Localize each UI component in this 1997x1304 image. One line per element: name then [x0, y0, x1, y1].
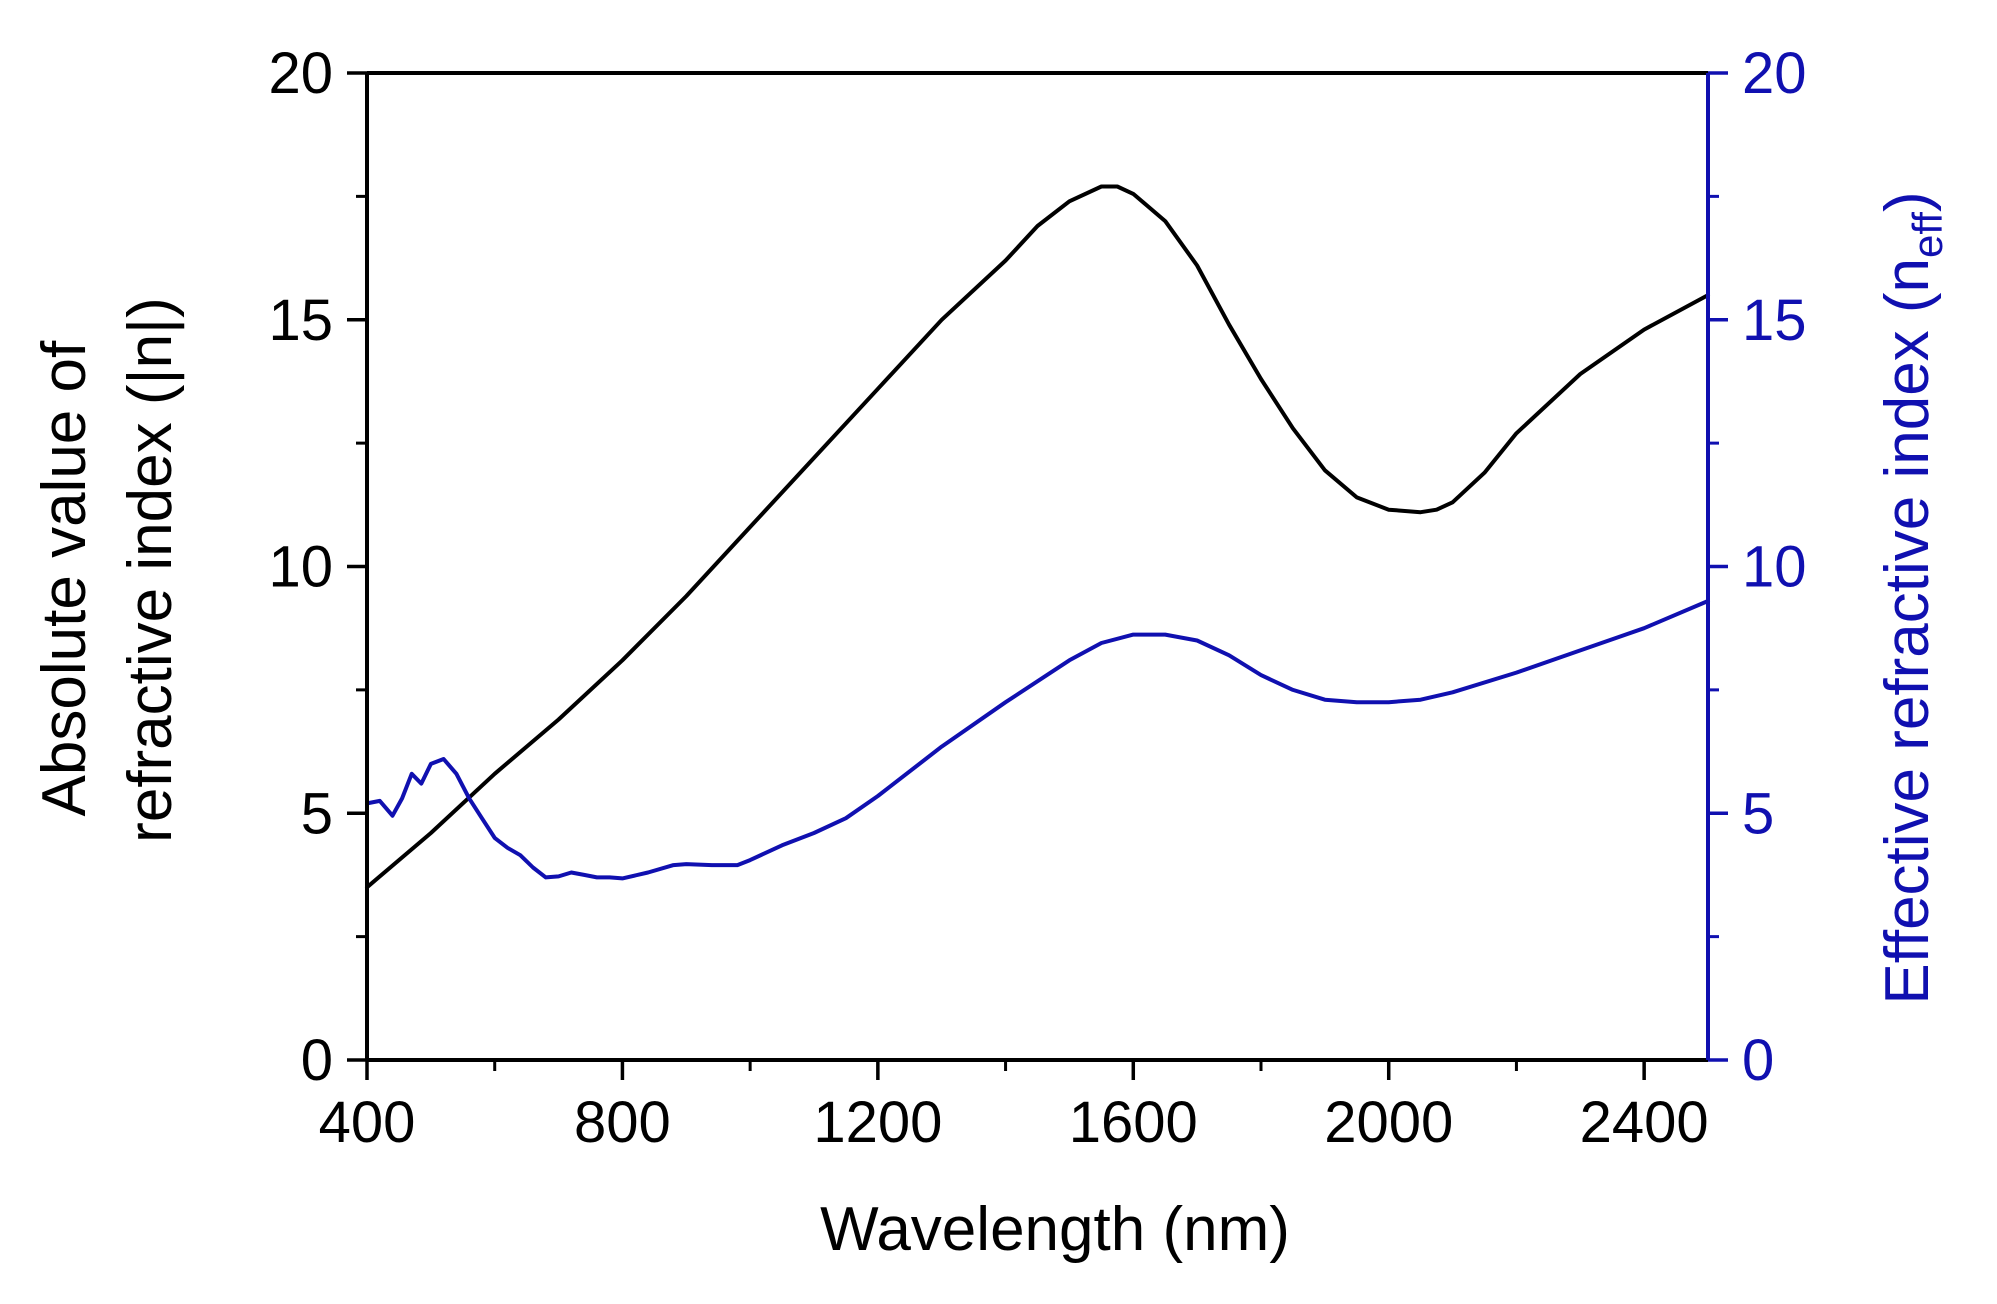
right-y-axis-title-subscript: eff	[1904, 212, 1951, 258]
x-tick-label: 2000	[1324, 1090, 1453, 1155]
left-y-tick-label: 5	[301, 781, 333, 846]
right-y-tick-label: 5	[1742, 781, 1774, 846]
left-y-axis-title: Absolute value of refractive index (|n|)	[30, 297, 185, 843]
x-axis-title: Wavelength (nm)	[820, 1195, 1290, 1264]
x-tick-label: 400	[319, 1090, 416, 1155]
right-y-axis-title: Effective refractive index (neff)	[1873, 191, 1951, 1004]
series-line-absolute-index	[365, 184, 1710, 890]
left-y-tick-label: 0	[301, 1028, 333, 1093]
x-tick-label: 1600	[1069, 1090, 1198, 1155]
left-y-axis-title-line1: Absolute value of	[30, 340, 99, 816]
right-y-tick-label: 20	[1742, 41, 1807, 106]
right-y-axis-title-close: )	[1873, 191, 1942, 212]
axes-layer: 400 800 1200 1600 2000 2400 0 5 10 15 20 0 5 10 15 20	[268, 41, 1806, 1155]
left-y-tick-label: 20	[268, 41, 333, 106]
x-tick-label: 2400	[1580, 1090, 1709, 1155]
x-tick-label: 1200	[813, 1090, 942, 1155]
right-y-tick-label: 15	[1742, 288, 1807, 353]
left-y-tick-label: 10	[268, 535, 333, 600]
labels-layer: Wavelength (nm) Absolute value of refrac…	[30, 191, 1951, 1264]
series-layer	[365, 184, 1710, 890]
series-line-effective-index	[365, 599, 1710, 881]
x-tick-label: 800	[574, 1090, 671, 1155]
right-y-tick-label: 0	[1742, 1028, 1774, 1093]
right-y-axis-title-main: Effective refractive index (n	[1873, 258, 1942, 1005]
left-y-tick-label: 15	[268, 288, 333, 353]
right-y-tick-label: 10	[1742, 535, 1807, 600]
left-y-axis-title-line2: refractive index (|n|)	[116, 297, 185, 843]
